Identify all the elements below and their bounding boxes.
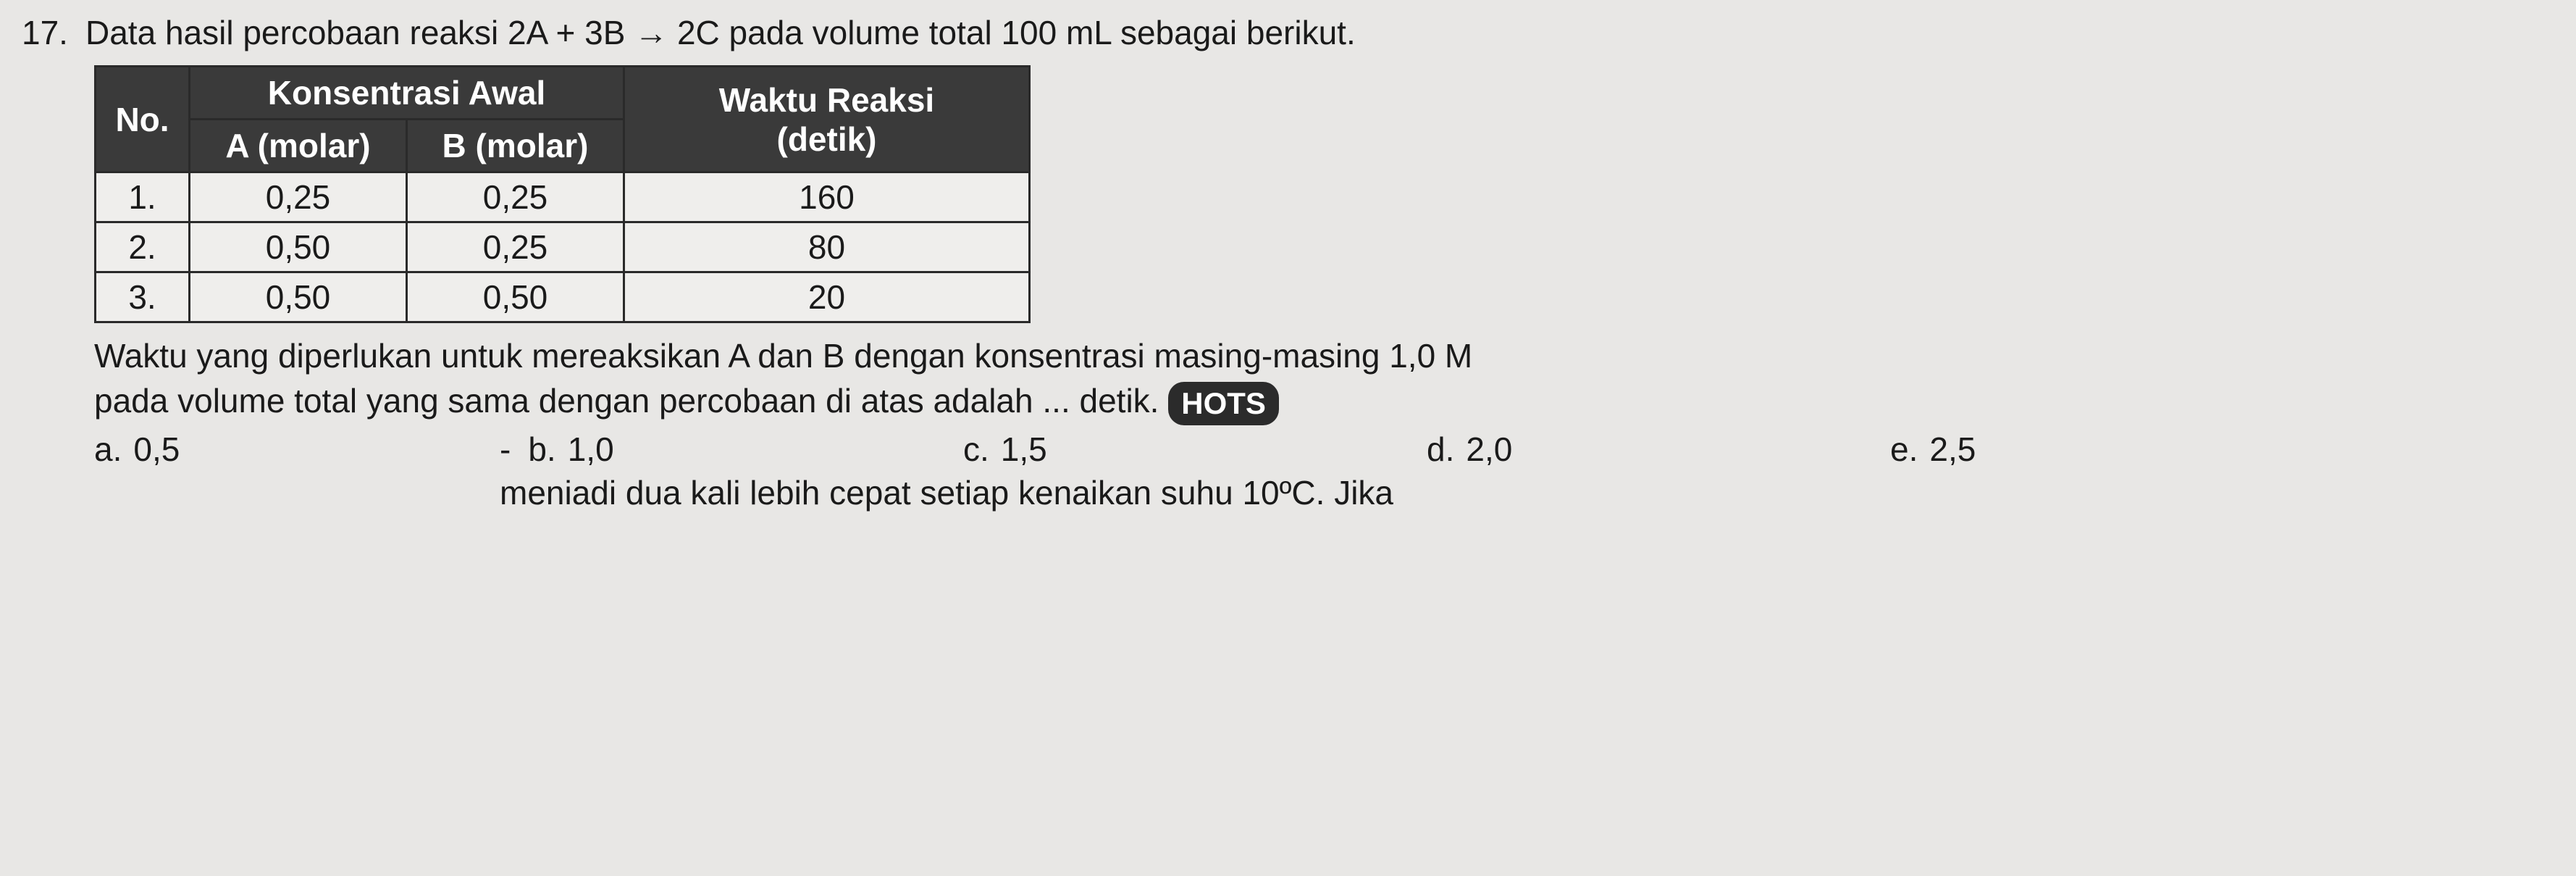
- header-a: A (molar): [190, 120, 407, 172]
- followup-line1: Waktu yang diperlukan untuk mereaksikan …: [94, 337, 1472, 375]
- header-waktu-line1: Waktu Reaksi: [719, 81, 934, 119]
- header-b: B (molar): [407, 120, 624, 172]
- table-row: 2. 0,50 0,25 80: [96, 222, 1030, 272]
- option-value: 1,0: [568, 430, 614, 469]
- cell-w: 20: [624, 272, 1030, 322]
- cell-a: 0,50: [190, 272, 407, 322]
- option-label: a.: [94, 430, 122, 469]
- cell-no: 3.: [96, 272, 190, 322]
- table-row: 1. 0,25 0,25 160: [96, 172, 1030, 222]
- option-value: 1,5: [1001, 430, 1047, 469]
- option-b: - b. 1,0: [500, 430, 963, 469]
- cell-w: 160: [624, 172, 1030, 222]
- header-waktu-line2: (detik): [777, 120, 877, 158]
- header-no: No.: [96, 67, 190, 172]
- hots-badge: HOTS: [1168, 382, 1279, 426]
- cell-b: 0,25: [407, 172, 624, 222]
- cutoff-text: meniadi dua kali lebih cepat setiap kena…: [94, 473, 2554, 512]
- cell-w: 80: [624, 222, 1030, 272]
- header-waktu: Waktu Reaksi (detik): [624, 67, 1030, 172]
- option-label: b.: [528, 430, 555, 469]
- option-a: a. 0,5: [94, 430, 500, 469]
- cell-no: 2.: [96, 222, 190, 272]
- cell-b: 0,50: [407, 272, 624, 322]
- option-d: d. 2,0: [1427, 430, 1890, 469]
- cell-a: 0,25: [190, 172, 407, 222]
- option-value: 2,0: [1466, 430, 1512, 469]
- option-prefix: -: [500, 430, 511, 469]
- option-label: e.: [1890, 430, 1918, 469]
- option-value: 2,5: [1929, 430, 1976, 469]
- option-label: d.: [1427, 430, 1454, 469]
- cell-b: 0,25: [407, 222, 624, 272]
- header-konsentrasi: Konsentrasi Awal: [190, 67, 624, 120]
- followup-line2: pada volume total yang sama dengan perco…: [94, 382, 1159, 420]
- option-c: c. 1,5: [963, 430, 1427, 469]
- table-row: 3. 0,50 0,50 20: [96, 272, 1030, 322]
- option-value: 0,5: [133, 430, 180, 469]
- followup-text: Waktu yang diperlukan untuk mereaksikan …: [94, 333, 2554, 425]
- question-row: 17. Data hasil percobaan reaksi 2A + 3B …: [22, 13, 2554, 52]
- question-text: Data hasil percobaan reaksi 2A + 3B → 2C…: [85, 13, 2554, 52]
- option-label: c.: [963, 430, 989, 469]
- question-number: 17.: [22, 13, 72, 52]
- cell-no: 1.: [96, 172, 190, 222]
- option-e: e. 2,5: [1890, 430, 2122, 469]
- cell-a: 0,50: [190, 222, 407, 272]
- data-table: No. Konsentrasi Awal Waktu Reaksi (detik…: [94, 65, 1031, 323]
- options-row: a. 0,5 - b. 1,0 c. 1,5 d. 2,0 e. 2,5: [94, 430, 2554, 469]
